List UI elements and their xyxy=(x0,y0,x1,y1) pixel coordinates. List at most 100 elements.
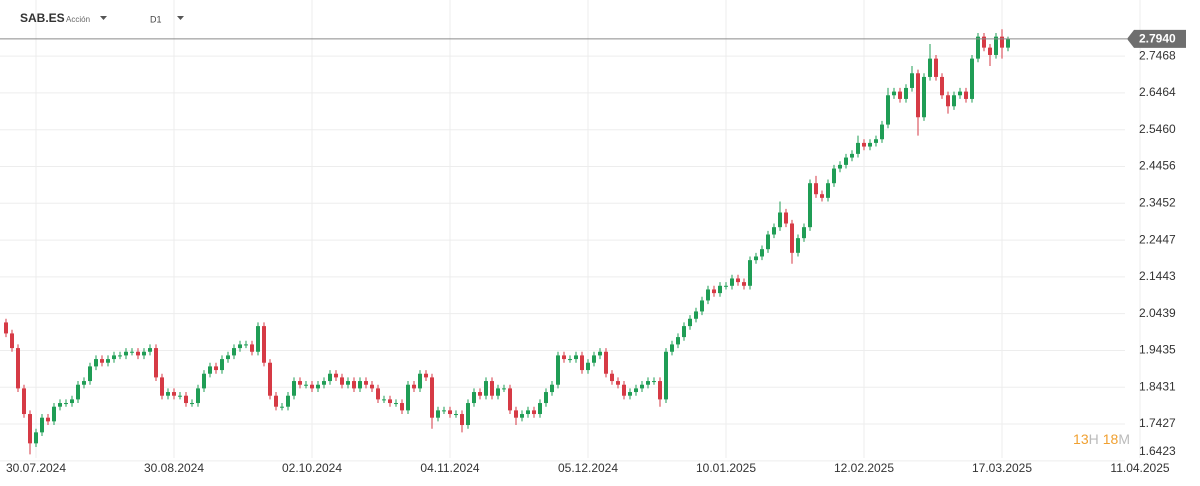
countdown-hours: 13 xyxy=(1073,431,1089,447)
candle-body xyxy=(550,384,554,393)
candle-body xyxy=(124,351,128,356)
candle-body xyxy=(1000,36,1004,48)
candle-body xyxy=(148,348,152,352)
candle-body xyxy=(64,403,68,405)
candle-body xyxy=(358,381,362,389)
y-tick-label: 2.2447 xyxy=(1139,232,1176,246)
y-tick-label: 2.3452 xyxy=(1139,195,1176,209)
y-tick-label: 1.8431 xyxy=(1139,379,1176,393)
candle-body xyxy=(268,362,272,396)
candle-body xyxy=(526,410,530,415)
timeframe[interactable]: D1 xyxy=(150,14,162,24)
candle-body xyxy=(976,36,980,59)
candle-body xyxy=(778,212,782,228)
candle-body xyxy=(814,183,818,195)
candle-body xyxy=(844,157,848,165)
candle-body xyxy=(436,410,440,418)
candle-body xyxy=(628,392,632,396)
candle-body xyxy=(238,344,242,349)
candle-body xyxy=(868,142,872,147)
candle-body xyxy=(538,403,542,415)
candle-body xyxy=(514,410,518,418)
candle-body xyxy=(940,76,944,96)
candle-body xyxy=(796,238,800,253)
candle-body xyxy=(478,392,482,396)
candle-body xyxy=(502,388,506,390)
candle-body xyxy=(784,212,788,224)
x-tick-label: 30.08.2024 xyxy=(144,461,204,475)
candle-body xyxy=(958,91,962,96)
candle-body xyxy=(664,351,668,400)
candle-body xyxy=(736,278,740,283)
candle-body xyxy=(250,344,254,352)
countdown-minutes: 18 xyxy=(1103,431,1119,447)
y-tick-label: 2.7468 xyxy=(1139,48,1176,62)
candle-body xyxy=(742,282,746,286)
candle-body xyxy=(658,381,662,400)
candle-body xyxy=(928,58,932,77)
y-tick-label: 1.9435 xyxy=(1139,343,1176,357)
candle-body xyxy=(622,384,626,396)
candle-body xyxy=(610,373,614,382)
y-tick-label: 2.1443 xyxy=(1139,269,1176,283)
candle-body xyxy=(916,73,920,118)
x-tick-label: 10.01.2025 xyxy=(696,461,756,475)
dropdown-arrow[interactable] xyxy=(177,16,184,20)
candle-body xyxy=(826,183,830,198)
candle-body xyxy=(214,366,218,371)
symbol[interactable]: SAB.ES xyxy=(20,11,65,25)
countdown-unit: M xyxy=(1118,431,1130,447)
candle-body xyxy=(364,381,368,385)
candle-body xyxy=(286,395,290,407)
candle-body xyxy=(682,326,686,338)
candle-body xyxy=(112,355,116,360)
instrument-kind[interactable]: Acción xyxy=(66,15,90,24)
candle-body xyxy=(82,381,86,385)
candle-body xyxy=(520,414,524,418)
candle-body xyxy=(820,194,824,198)
candle-body xyxy=(292,381,296,396)
candle-body xyxy=(466,403,470,426)
candle-body xyxy=(322,381,326,385)
candle-body xyxy=(700,300,704,312)
candle-body xyxy=(430,377,434,418)
candle-body xyxy=(424,373,428,378)
grid xyxy=(0,0,1141,462)
candle-body xyxy=(232,348,236,356)
candle-body xyxy=(454,414,458,416)
candle-body xyxy=(562,355,566,360)
dropdown-arrow[interactable] xyxy=(100,16,107,20)
candle-body xyxy=(76,384,80,400)
candle-body xyxy=(706,289,710,301)
candle-body xyxy=(874,139,878,143)
candle-body xyxy=(10,333,14,349)
candle-body xyxy=(760,249,764,257)
candle-body xyxy=(772,227,776,235)
candle-body xyxy=(178,395,182,397)
countdown-unit: H xyxy=(1089,431,1099,447)
candle-body xyxy=(412,384,416,389)
last-price-label: 2.7940 xyxy=(1139,32,1176,46)
candle-body xyxy=(376,388,380,400)
countdown: 13H 18M xyxy=(1073,431,1130,447)
candle-body xyxy=(970,58,974,99)
candle-body xyxy=(568,359,572,361)
candle-body xyxy=(694,311,698,319)
candle-body xyxy=(748,260,752,286)
candle-body xyxy=(484,381,488,396)
candles xyxy=(4,29,1010,455)
candle-body xyxy=(88,366,92,382)
candle-body xyxy=(634,388,638,393)
candle-body xyxy=(988,47,992,55)
candle-body xyxy=(166,392,170,396)
candle-body xyxy=(652,381,656,383)
candle-body xyxy=(934,58,938,77)
candle-body xyxy=(892,91,896,96)
candle-body xyxy=(202,373,206,389)
y-tick-label: 2.5460 xyxy=(1139,122,1176,136)
candle-body xyxy=(898,91,902,99)
candle-body xyxy=(982,36,986,48)
candle-body xyxy=(964,91,968,99)
candle-body xyxy=(394,403,398,405)
